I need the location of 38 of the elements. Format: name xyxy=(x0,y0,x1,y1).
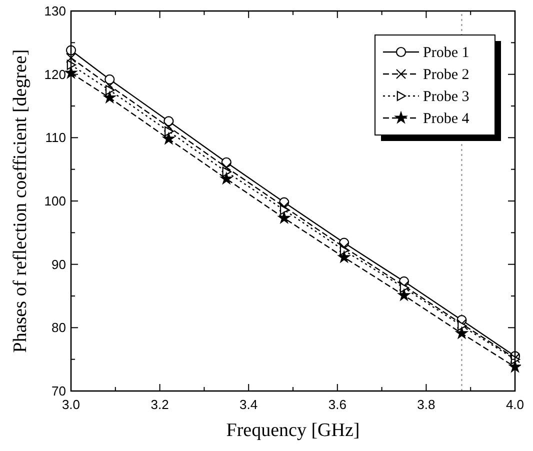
point xyxy=(164,122,174,132)
y-tick-label: 120 xyxy=(44,66,66,82)
x-tick-label: 3.0 xyxy=(62,397,80,412)
y-tick-label: 70 xyxy=(52,384,66,398)
point xyxy=(337,250,352,264)
point xyxy=(397,288,411,302)
y-tick-label: 130 xyxy=(44,4,66,18)
y-tick-label: 90 xyxy=(52,256,66,272)
point xyxy=(164,126,174,136)
legend-label: Probe 1 xyxy=(423,45,470,61)
point xyxy=(162,132,176,145)
point xyxy=(454,326,469,340)
y-tick-label: 80 xyxy=(52,320,66,336)
point xyxy=(104,74,115,84)
x-tick-label: 3.8 xyxy=(417,397,436,412)
legend-label: Probe 2 xyxy=(423,67,470,83)
point xyxy=(277,210,292,224)
x-tick-label: 4.0 xyxy=(506,397,524,412)
point xyxy=(66,52,76,63)
x-tick-label: 3.4 xyxy=(240,397,258,412)
x-axis-title: Frequency [GHz] xyxy=(226,420,360,441)
point xyxy=(219,172,234,185)
y-tick-label: 100 xyxy=(44,194,66,208)
legend-label: Probe 4 xyxy=(423,111,470,127)
legend-label: Probe 3 xyxy=(423,89,470,105)
x-tick-label: 3.2 xyxy=(150,397,169,412)
point xyxy=(279,202,290,212)
point xyxy=(102,90,117,104)
point xyxy=(280,204,290,215)
y-axis-title: Phases of reflection coefficient [degree] xyxy=(10,49,31,353)
point xyxy=(221,162,232,172)
point xyxy=(339,242,350,252)
point xyxy=(340,245,350,256)
y-tick-label: 110 xyxy=(45,130,66,146)
point xyxy=(104,80,115,91)
point xyxy=(508,360,521,373)
x-tick-label: 3.6 xyxy=(328,397,346,412)
point xyxy=(105,85,115,96)
